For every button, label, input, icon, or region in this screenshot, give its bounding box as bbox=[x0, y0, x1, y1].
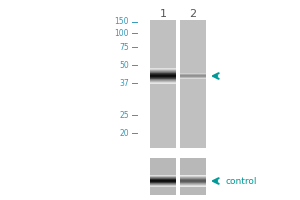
Bar bbox=[150, 75, 176, 76]
Bar bbox=[150, 181, 176, 182]
Bar bbox=[150, 68, 176, 69]
Text: 100: 100 bbox=[115, 28, 129, 38]
Bar bbox=[180, 76, 206, 77]
Bar bbox=[180, 176, 206, 177]
Bar bbox=[150, 79, 176, 80]
Bar bbox=[180, 179, 206, 180]
Bar bbox=[180, 184, 206, 185]
Bar bbox=[150, 180, 176, 181]
Text: 2: 2 bbox=[189, 9, 197, 19]
Bar bbox=[150, 182, 176, 183]
Bar bbox=[150, 182, 176, 183]
Bar bbox=[150, 185, 176, 186]
Text: control: control bbox=[226, 176, 257, 186]
Bar bbox=[180, 77, 206, 78]
Text: 37: 37 bbox=[119, 78, 129, 88]
Bar bbox=[180, 180, 206, 181]
Bar bbox=[180, 185, 206, 186]
Bar bbox=[150, 71, 176, 72]
Bar bbox=[180, 184, 206, 185]
Bar bbox=[180, 183, 206, 184]
Bar bbox=[150, 80, 176, 81]
Bar bbox=[150, 79, 176, 80]
Bar bbox=[150, 82, 176, 83]
Bar bbox=[180, 176, 206, 177]
Bar bbox=[180, 78, 206, 79]
Bar bbox=[150, 69, 176, 70]
Bar bbox=[150, 81, 176, 82]
Bar bbox=[180, 76, 206, 77]
Text: 50: 50 bbox=[119, 60, 129, 70]
Bar bbox=[180, 177, 206, 178]
Bar bbox=[150, 70, 176, 71]
Bar bbox=[150, 80, 176, 81]
Bar bbox=[180, 75, 206, 76]
Bar bbox=[150, 185, 176, 186]
Bar bbox=[150, 77, 176, 78]
Bar bbox=[150, 184, 176, 185]
Bar bbox=[150, 176, 176, 177]
Bar bbox=[180, 75, 206, 76]
Bar bbox=[180, 179, 206, 180]
Bar bbox=[150, 69, 176, 70]
Bar bbox=[150, 78, 176, 79]
Bar bbox=[150, 176, 176, 177]
Bar bbox=[180, 177, 206, 178]
Bar bbox=[180, 181, 206, 182]
Bar bbox=[150, 177, 176, 178]
Bar bbox=[150, 180, 176, 181]
Text: 25: 25 bbox=[119, 110, 129, 119]
Bar bbox=[150, 83, 176, 84]
Text: 1: 1 bbox=[160, 9, 167, 19]
Bar bbox=[180, 182, 206, 183]
Text: 150: 150 bbox=[115, 18, 129, 26]
Bar bbox=[150, 82, 176, 83]
Bar bbox=[150, 178, 176, 179]
Bar bbox=[150, 175, 176, 176]
Bar bbox=[150, 76, 176, 77]
Bar bbox=[150, 183, 176, 184]
Bar bbox=[180, 20, 206, 148]
Bar bbox=[180, 185, 206, 186]
Bar bbox=[150, 71, 176, 72]
Bar bbox=[180, 78, 206, 79]
Bar bbox=[180, 73, 206, 74]
Bar bbox=[150, 75, 176, 76]
Bar bbox=[180, 74, 206, 75]
Bar bbox=[150, 179, 176, 180]
Bar bbox=[180, 186, 206, 187]
Bar bbox=[150, 73, 176, 74]
Bar bbox=[180, 178, 206, 179]
Bar bbox=[180, 74, 206, 75]
Bar bbox=[180, 158, 206, 195]
Bar bbox=[150, 177, 176, 178]
Bar bbox=[150, 186, 176, 187]
Bar bbox=[150, 184, 176, 185]
Bar bbox=[150, 179, 176, 180]
Text: 20: 20 bbox=[119, 129, 129, 138]
Bar bbox=[150, 77, 176, 78]
Bar bbox=[180, 73, 206, 74]
Bar bbox=[150, 70, 176, 71]
Bar bbox=[180, 182, 206, 183]
Bar bbox=[150, 68, 176, 69]
Bar bbox=[150, 78, 176, 79]
Bar bbox=[180, 183, 206, 184]
Bar bbox=[150, 74, 176, 75]
Bar bbox=[150, 158, 176, 195]
Bar bbox=[150, 76, 176, 77]
Bar bbox=[150, 20, 176, 148]
Bar bbox=[180, 77, 206, 78]
Bar bbox=[180, 180, 206, 181]
Bar bbox=[150, 183, 176, 184]
Text: 75: 75 bbox=[119, 43, 129, 51]
Bar bbox=[150, 73, 176, 74]
Bar bbox=[180, 175, 206, 176]
Bar bbox=[150, 72, 176, 73]
